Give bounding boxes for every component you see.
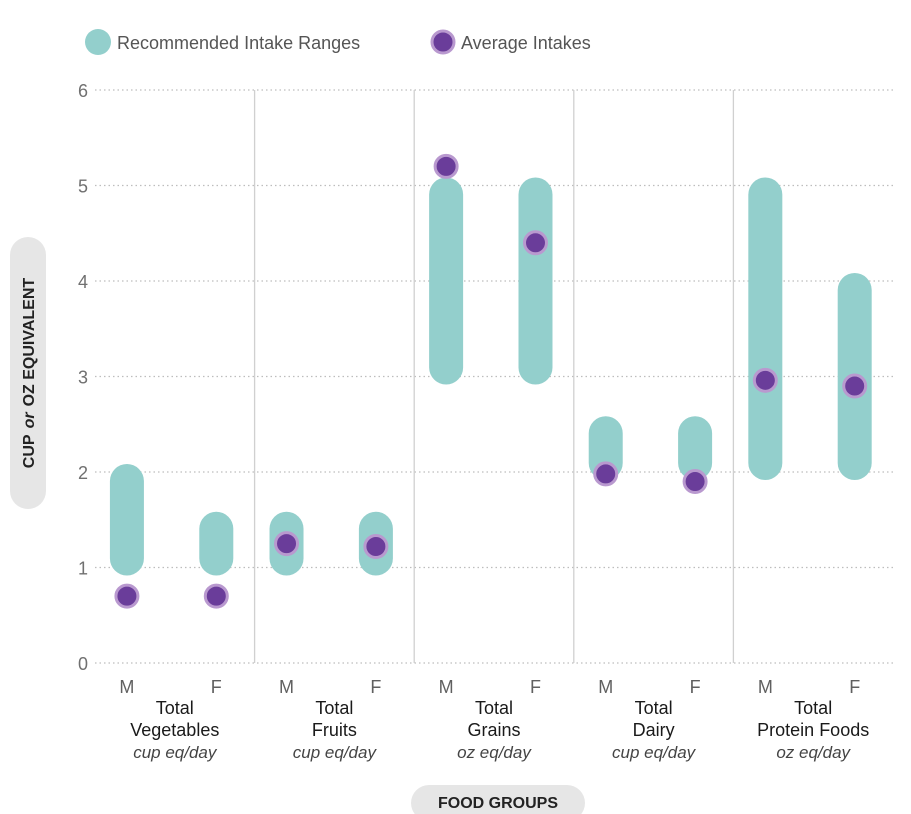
sex-label-g2-M: M [439,677,454,697]
y-tick-label-5: 5 [78,177,88,197]
sex-label-g3-F: F [690,677,701,697]
group-name-g3-line1: Dairy [633,720,675,740]
y-tick-label-4: 4 [78,272,88,292]
y-tick-label-0: 0 [78,654,88,674]
x-axis-label-pill [411,785,585,814]
group-name-g0-line1: Vegetables [130,720,219,740]
group-name-g1-line1: Fruits [312,720,357,740]
group-name-g1-line0: Total [315,698,353,718]
average-dot-g0-F [203,583,229,609]
sex-label-g1-F: F [370,677,381,697]
y-tick-label-2: 2 [78,463,88,483]
y-tick-label-6: 6 [78,81,88,101]
group-unit-g0: cup eq/day [133,743,218,762]
y-axis-label-pill [10,237,46,509]
average-dot-g3-F [682,469,708,495]
legend-label-range: Recommended Intake Ranges [117,33,360,53]
legend-range-swatch [85,29,111,55]
sex-label-g2-F: F [530,677,541,697]
group-name-g4-line1: Protein Foods [757,720,869,740]
sex-label-g4-F: F [849,677,860,697]
group-unit-g1: cup eq/day [293,743,378,762]
y-axis-label-part-2: OZ EQUIVALENT [21,278,38,407]
group-unit-g3: cup eq/day [612,743,697,762]
average-dot-g3-M [593,461,619,487]
average-dot-g0-M [114,583,140,609]
group-name-g3-line0: Total [635,698,673,718]
average-dot-g4-F [842,373,868,399]
x-axis-label: FOOD GROUPS [438,795,558,812]
y-axis-label-part-1: or [21,412,38,429]
sex-label-g0-F: F [211,677,222,697]
average-dot-g2-F [522,230,548,256]
average-dot-g2-M [433,153,459,179]
sex-label-g4-M: M [758,677,773,697]
average-dot-g4-M [752,367,778,393]
group-name-g4-line0: Total [794,698,832,718]
group-unit-g2: oz eq/day [457,743,532,762]
sex-label-g3-M: M [598,677,613,697]
group-name-g0-line0: Total [156,698,194,718]
group-name-g2-line0: Total [475,698,513,718]
legend-label-average: Average Intakes [461,33,591,53]
sex-label-g1-M: M [279,677,294,697]
average-dot-g1-M [274,531,300,557]
average-dot-g1-F [363,533,389,559]
group-unit-g4: oz eq/day [776,743,851,762]
y-axis-label: CUP or OZ EQUIVALENT [21,278,38,469]
legend-average-swatch [430,29,456,55]
y-tick-label-3: 3 [78,368,88,388]
group-name-g2-line1: Grains [467,720,520,740]
y-axis-label-part-0: CUP [21,434,38,468]
sex-label-g0-M: M [119,677,134,697]
y-tick-label-1: 1 [78,559,88,579]
